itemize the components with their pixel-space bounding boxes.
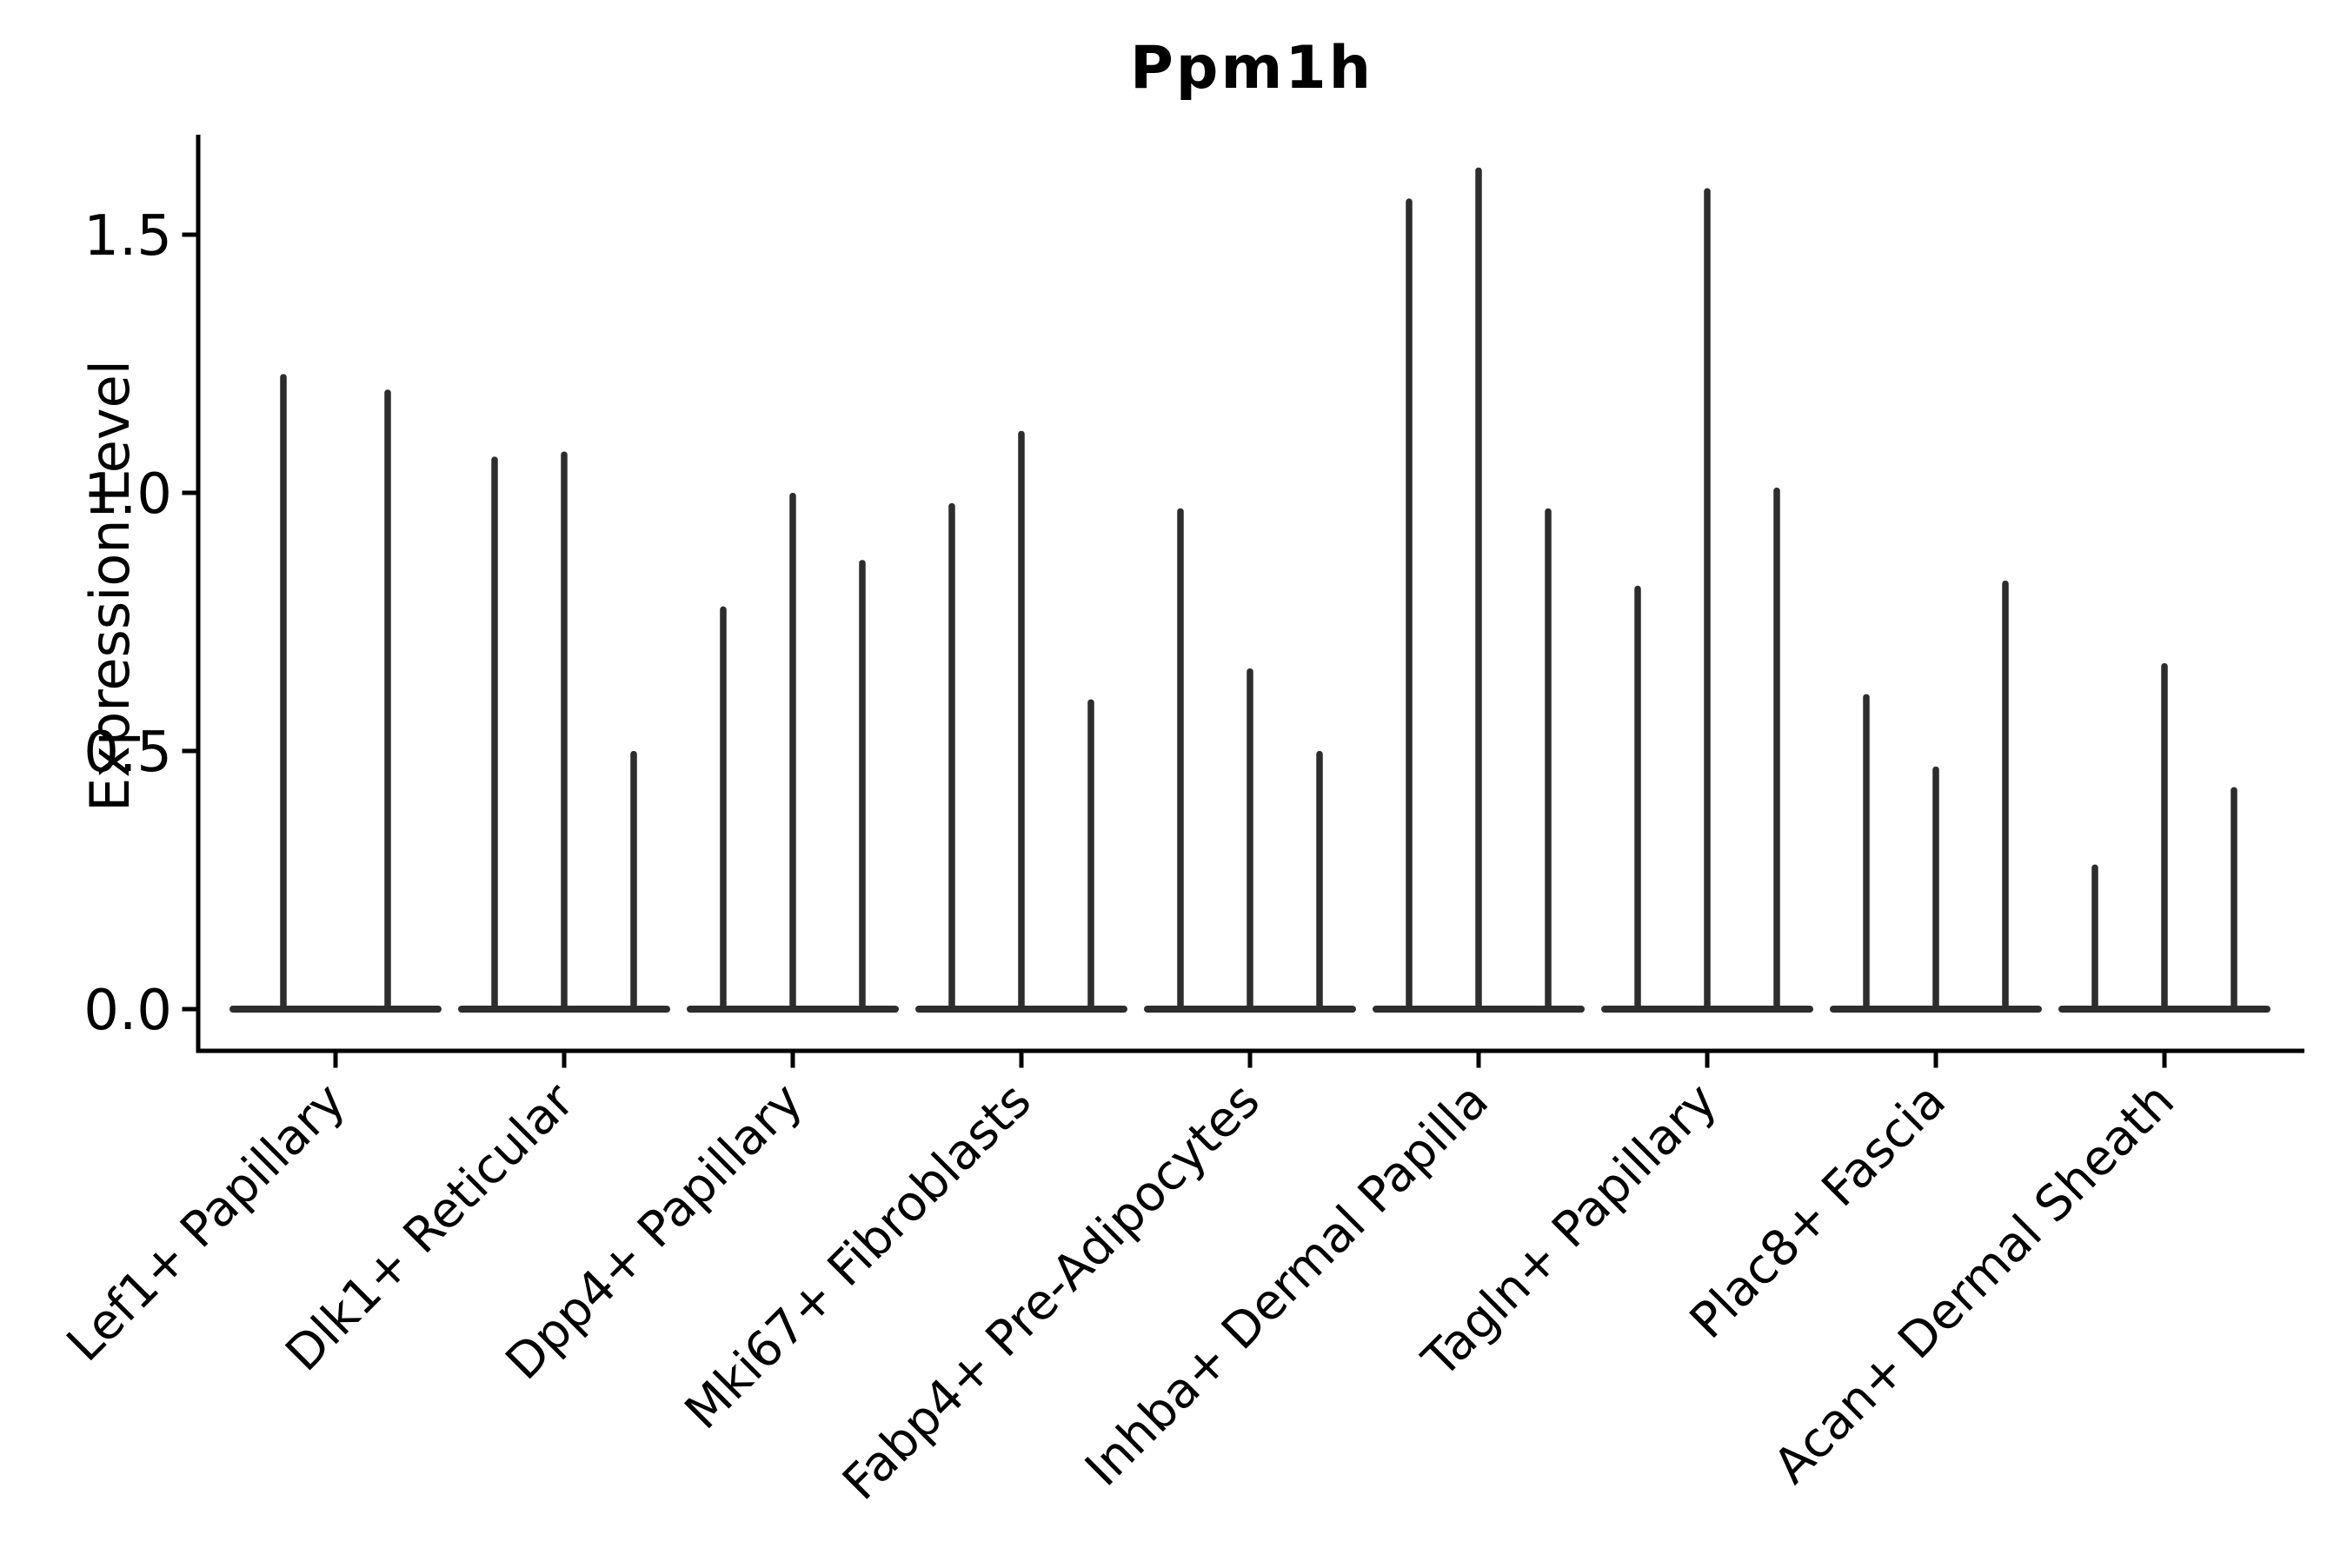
y-tick-label: 0.5 <box>83 721 172 785</box>
x-tick-mark <box>562 1053 567 1068</box>
x-tick-mark <box>333 1053 338 1068</box>
violin-spike <box>1247 668 1253 1013</box>
y-axis-spine <box>196 135 201 1053</box>
violin-spike <box>1773 488 1780 1013</box>
y-axis-label: Expression Level <box>78 360 142 812</box>
x-tick-mark <box>1019 1053 1024 1068</box>
violin-spike <box>948 502 955 1013</box>
violin-spike <box>1475 167 1482 1013</box>
violin-spike <box>789 493 796 1013</box>
x-tick-mark <box>1933 1053 1938 1068</box>
violin-spike <box>1316 751 1323 1013</box>
violin-spike <box>720 606 727 1013</box>
violin-spike <box>1634 585 1641 1013</box>
x-axis-spine <box>196 1048 2304 1053</box>
violin-spike <box>1177 508 1184 1013</box>
x-tick-mark <box>1247 1053 1253 1068</box>
x-tick-mark <box>790 1053 795 1068</box>
x-tick-mark <box>1705 1053 1710 1068</box>
y-tick-mark <box>182 232 196 237</box>
y-tick-mark <box>182 490 196 495</box>
violin-spike <box>2161 663 2168 1013</box>
x-category-label: Inhba+ Dermal Papilla <box>1074 1073 1499 1498</box>
y-tick-mark <box>182 1007 196 1012</box>
violin-spike <box>1863 694 1870 1013</box>
violin-spike <box>561 451 568 1013</box>
violin-spike <box>1018 430 1025 1013</box>
violin-base <box>229 1006 442 1013</box>
y-tick-label: 1.5 <box>83 204 172 269</box>
y-tick-label: 0.0 <box>83 979 172 1043</box>
violin-spike <box>1406 198 1413 1013</box>
violin-spike <box>1932 766 1939 1013</box>
violin-spike <box>1087 699 1094 1013</box>
chart-title: Ppm1h <box>1130 34 1373 103</box>
x-category-label: Acan+ Dermal Sheath <box>1763 1073 2185 1495</box>
violin-spike <box>2091 864 2098 1013</box>
violin-spike <box>630 751 637 1013</box>
violin-spike <box>280 374 287 1013</box>
violin-spike <box>1545 508 1552 1013</box>
violin-spike <box>2002 580 2009 1013</box>
violin-spike <box>859 560 866 1013</box>
violin-spike <box>1704 188 1711 1013</box>
violin-spike <box>491 456 498 1013</box>
y-tick-label: 1.0 <box>83 462 172 527</box>
violin-spike <box>2231 787 2237 1013</box>
y-tick-mark <box>182 748 196 754</box>
x-tick-mark <box>1476 1053 1481 1068</box>
violin-spike <box>384 389 391 1013</box>
x-category-label: Fabp4+ Pre-Adipocytes <box>832 1073 1271 1512</box>
x-tick-mark <box>2162 1053 2167 1068</box>
